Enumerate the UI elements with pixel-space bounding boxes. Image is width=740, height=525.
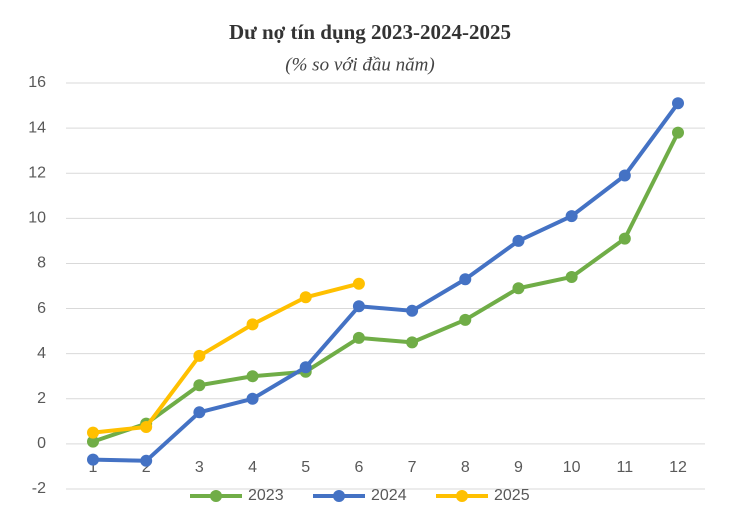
data-point [512,234,525,247]
legend-marker [210,490,222,502]
y-tick-label: 8 [37,255,46,272]
data-point [87,426,99,439]
series-line [92,281,360,435]
data-point [299,291,312,304]
series-line [92,102,680,463]
x-tick-label: 11 [617,459,634,476]
data-point [406,336,419,349]
data-point [352,300,365,313]
legend-marker [333,490,345,502]
data-point [618,232,631,245]
x-tick-label: 9 [514,459,523,476]
chart-subtitle: (% so với đầu năm) [285,54,434,75]
data-point [565,270,578,283]
x-tick-label: 1 [89,459,98,476]
y-tick-label: 12 [28,164,46,181]
x-tick-label: 4 [248,459,257,476]
x-tick-label: 10 [563,459,581,476]
legend-marker [456,490,468,502]
series-line [92,131,680,444]
x-tick-label: 2 [142,459,151,476]
legend-label: 2024 [371,487,407,504]
x-tick-label: 7 [408,459,417,476]
data-point [406,304,419,317]
x-tick-label: 12 [669,459,687,476]
data-point [672,126,684,139]
data-point [87,453,99,466]
data-point [193,379,206,392]
data-point [618,169,631,182]
data-point [352,277,365,290]
y-tick-label: 0 [37,435,46,452]
y-tick-label: 4 [37,345,46,362]
y-tick-label: 2 [37,390,46,407]
x-tick-label: 5 [301,459,310,476]
legend-label: 2023 [248,487,284,504]
y-tick-label: 16 [28,74,46,91]
x-tick-label: 3 [195,459,204,476]
y-tick-label: -2 [32,480,46,497]
data-point [193,349,206,362]
data-point [246,318,259,331]
data-point [352,331,365,344]
data-point [565,210,578,223]
x-tick-label: 8 [461,459,470,476]
y-tick-label: 6 [37,300,46,317]
y-tick-label: 10 [28,210,46,227]
data-point [193,406,206,419]
legend-label: 2025 [494,487,530,504]
data-point [87,435,99,448]
data-point [140,454,153,467]
data-point [140,420,153,433]
data-point [459,273,472,286]
chart-title: Dư nợ tín dụng 2023-2024-2025 [229,20,511,44]
y-tick-label: 14 [28,119,46,136]
data-point [246,392,259,405]
x-tick-label: 6 [354,459,363,476]
data-point [459,313,472,326]
data-point [672,97,684,110]
data-point [299,361,312,374]
data-point [246,370,259,383]
data-point [512,282,525,295]
